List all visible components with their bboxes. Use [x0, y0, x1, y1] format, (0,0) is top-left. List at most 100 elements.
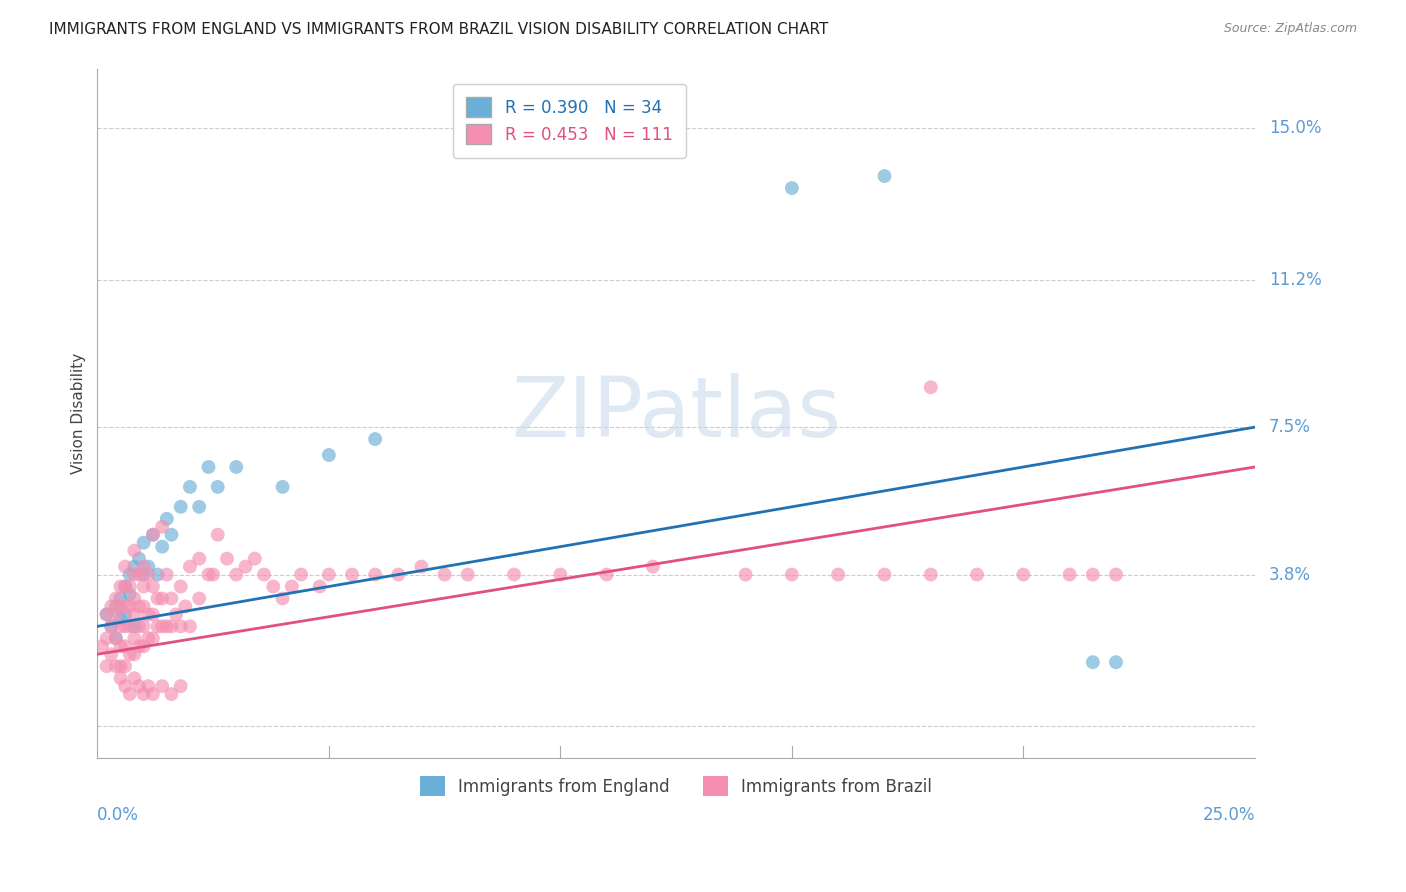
Point: [156, 619, 179, 633]
Point: [132, 687, 155, 701]
Point: [96, 607, 118, 622]
Point: [207, 527, 229, 541]
Point: [142, 527, 165, 541]
Point: [104, 607, 127, 622]
Point: [118, 567, 141, 582]
Point: [124, 543, 146, 558]
Point: [174, 599, 197, 614]
Point: [114, 619, 136, 633]
Point: [96, 632, 118, 646]
Point: [641, 559, 664, 574]
Point: [100, 647, 122, 661]
Point: [142, 687, 165, 701]
Point: [128, 567, 150, 582]
Point: [132, 599, 155, 614]
Point: [96, 659, 118, 673]
Point: [197, 567, 219, 582]
Point: [550, 567, 572, 582]
Point: [179, 559, 201, 574]
Point: [114, 580, 136, 594]
Y-axis label: Vision Disability: Vision Disability: [72, 352, 86, 474]
Point: [170, 679, 193, 693]
Point: [595, 567, 617, 582]
Point: [142, 527, 165, 541]
Point: [318, 567, 340, 582]
Point: [128, 619, 150, 633]
Point: [150, 540, 173, 554]
Point: [132, 567, 155, 582]
Text: 15.0%: 15.0%: [1268, 120, 1322, 137]
Point: [114, 659, 136, 673]
Point: [110, 619, 132, 633]
Point: [170, 500, 193, 514]
Point: [132, 619, 155, 633]
Point: [160, 619, 183, 633]
Point: [132, 580, 155, 594]
Point: [132, 640, 155, 654]
Point: [118, 647, 141, 661]
Point: [146, 619, 169, 633]
Point: [920, 380, 942, 394]
Point: [150, 520, 173, 534]
Point: [160, 687, 183, 701]
Point: [110, 611, 132, 625]
Point: [318, 448, 340, 462]
Point: [128, 551, 150, 566]
Point: [170, 619, 193, 633]
Point: [387, 567, 409, 582]
Text: 7.5%: 7.5%: [1268, 418, 1310, 436]
Point: [100, 599, 122, 614]
Point: [110, 671, 132, 685]
Point: [146, 591, 169, 606]
Legend: R = 0.390   N = 34, R = 0.453   N = 111: R = 0.390 N = 34, R = 0.453 N = 111: [453, 84, 686, 158]
Point: [124, 619, 146, 633]
Point: [920, 567, 942, 582]
Point: [132, 559, 155, 574]
Point: [124, 632, 146, 646]
Point: [114, 580, 136, 594]
Point: [128, 599, 150, 614]
Point: [124, 559, 146, 574]
Point: [364, 567, 387, 582]
Point: [503, 567, 526, 582]
Point: [150, 679, 173, 693]
Point: [96, 607, 118, 622]
Point: [340, 567, 363, 582]
Point: [118, 599, 141, 614]
Point: [207, 480, 229, 494]
Point: [225, 460, 247, 475]
Point: [170, 580, 193, 594]
Point: [104, 659, 127, 673]
Point: [160, 527, 183, 541]
Text: 25.0%: 25.0%: [1202, 805, 1256, 823]
Point: [124, 647, 146, 661]
Point: [142, 580, 165, 594]
Text: 0.0%: 0.0%: [97, 805, 139, 823]
Point: [411, 559, 433, 574]
Point: [243, 551, 266, 566]
Point: [235, 559, 257, 574]
Point: [262, 580, 284, 594]
Point: [271, 480, 294, 494]
Text: 3.8%: 3.8%: [1268, 566, 1310, 583]
Point: [142, 632, 165, 646]
Point: [114, 607, 136, 622]
Point: [136, 559, 159, 574]
Text: 11.2%: 11.2%: [1268, 270, 1322, 289]
Point: [179, 619, 201, 633]
Point: [188, 591, 211, 606]
Point: [146, 567, 169, 582]
Point: [188, 551, 211, 566]
Point: [118, 587, 141, 601]
Point: [136, 567, 159, 582]
Point: [124, 671, 146, 685]
Point: [156, 512, 179, 526]
Text: ZIPatlas: ZIPatlas: [512, 373, 841, 454]
Point: [160, 591, 183, 606]
Point: [91, 640, 114, 654]
Point: [215, 551, 238, 566]
Point: [128, 640, 150, 654]
Point: [132, 535, 155, 549]
Point: [104, 632, 127, 646]
Text: Source: ZipAtlas.com: Source: ZipAtlas.com: [1223, 22, 1357, 36]
